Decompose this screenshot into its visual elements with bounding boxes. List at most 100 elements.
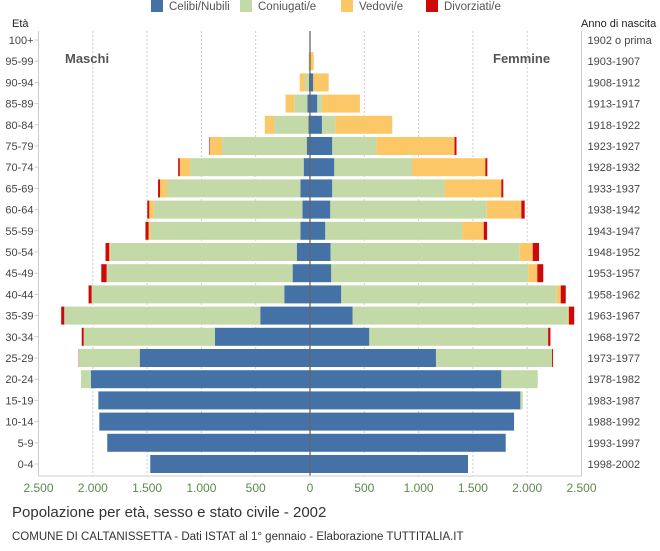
bar-female-celibi [310, 116, 322, 134]
right-axis-title: Anno di nascita [581, 18, 657, 30]
bar-female-celibi [310, 455, 468, 473]
legend-swatch [151, 0, 163, 12]
bar-male-celibi [215, 328, 310, 346]
bar-female-celibi [310, 307, 353, 325]
bar-male-celibi [107, 434, 310, 452]
bar-male-celibi [304, 158, 310, 176]
birth-year-label: 1948-1952 [588, 247, 641, 259]
age-label: 95-99 [5, 56, 33, 68]
x-tick-label: 1.000 [404, 481, 434, 495]
bar-female-vedovi [412, 158, 485, 176]
bar-female-vedovi [322, 95, 360, 113]
bar-male-coniugati [81, 370, 91, 388]
bar-male-divorziati [82, 328, 84, 346]
x-tick-label: 1.500 [132, 481, 162, 495]
bar-female-celibi [310, 201, 330, 219]
bar-female-celibi [310, 413, 514, 431]
birth-year-label: 1943-1947 [588, 226, 641, 238]
birth-year-label: 1953-1957 [588, 268, 641, 280]
age-label: 40-44 [5, 289, 33, 301]
bar-male-coniugati [154, 201, 303, 219]
bar-male-celibi [300, 222, 310, 240]
birth-year-label: 1993-1997 [588, 438, 641, 450]
bar-female-vedovi [377, 137, 455, 155]
bar-male-celibi [150, 455, 310, 473]
bar-female-celibi [310, 95, 317, 113]
bar-male-coniugati [92, 285, 285, 303]
bar-female-celibi [310, 264, 331, 282]
birth-year-label: 1978-1982 [588, 374, 641, 386]
bar-male-divorziati [209, 137, 210, 155]
bar-female-vedovi [520, 243, 533, 261]
legend-label: Celibi/Nubili [169, 1, 230, 13]
bar-female-coniugati [369, 328, 548, 346]
bar-female-celibi [310, 370, 501, 388]
birth-year-label: 1913-1917 [588, 99, 641, 111]
bar-female-coniugati [332, 179, 445, 197]
female-label: Femmine [493, 51, 550, 66]
bar-female-celibi [310, 222, 325, 240]
bar-female-vedovi [462, 222, 483, 240]
bar-female-vedovi [445, 179, 501, 197]
age-label: 60-64 [5, 205, 33, 217]
bar-male-celibi [260, 307, 310, 325]
bar-male-coniugati [64, 307, 260, 325]
bar-male-vedovi [180, 158, 190, 176]
x-tick-label: 0 [307, 481, 314, 495]
x-tick-label: 1.500 [458, 481, 488, 495]
bar-female-divorziati [521, 201, 524, 219]
legend-swatch [240, 0, 252, 12]
bar-female-divorziati [561, 285, 566, 303]
bar-female-coniugati [330, 201, 486, 219]
bar-male-coniugati [107, 264, 293, 282]
birth-year-label: 1918-1922 [588, 120, 641, 132]
age-label: 5-9 [18, 438, 34, 450]
bar-male-coniugati [84, 328, 215, 346]
bar-female-coniugati [325, 222, 462, 240]
bar-male-celibi [302, 201, 310, 219]
legend-label: Vedovi/e [359, 1, 403, 13]
bar-female-celibi [310, 179, 332, 197]
birth-year-label: 1988-1992 [588, 417, 641, 429]
bar-female-divorziati [552, 349, 553, 367]
bar-female-coniugati [353, 307, 568, 325]
age-label: 55-59 [5, 226, 33, 238]
bar-male-vedovi [149, 222, 151, 240]
x-tick-label: 500 [354, 481, 374, 495]
birth-year-label: 1903-1907 [588, 56, 641, 68]
birth-year-label: 1923-1927 [588, 141, 641, 153]
birth-year-label: 1933-1937 [588, 183, 641, 195]
bar-male-vedovi [286, 95, 295, 113]
age-label: 25-29 [5, 353, 33, 365]
bar-male-divorziati [89, 285, 92, 303]
bar-male-coniugati [79, 349, 140, 367]
bar-female-coniugati [436, 349, 552, 367]
bar-male-coniugati [110, 243, 296, 261]
bar-male-celibi [300, 179, 310, 197]
chart-title: Popolazione per età, sesso e stato civil… [12, 504, 326, 521]
age-label: 15-19 [5, 395, 33, 407]
bar-male-celibi [99, 413, 310, 431]
bar-female-vedovi [568, 307, 569, 325]
bar-female-coniugati [501, 370, 537, 388]
bar-female-divorziati [569, 307, 574, 325]
bar-male-vedovi [265, 116, 274, 134]
chart-source: COMUNE DI CALTANISSETTA - Dati ISTAT al … [12, 531, 464, 543]
age-label: 90-94 [5, 77, 33, 89]
x-tick-label: 1.000 [186, 481, 216, 495]
birth-year-label: 1938-1942 [588, 205, 641, 217]
x-tick-label: 2.000 [512, 481, 542, 495]
birth-year-label: 1908-1912 [588, 77, 641, 89]
male-label: Maschi [65, 51, 109, 66]
bar-male-celibi [98, 391, 310, 409]
age-label: 0-4 [18, 459, 34, 471]
birth-year-label: 1963-1967 [588, 311, 641, 323]
bar-male-coniugati [151, 222, 300, 240]
bar-male-coniugati [190, 158, 304, 176]
legend-label: Coniugati/e [258, 1, 316, 13]
bar-female-celibi [310, 349, 436, 367]
age-label: 30-34 [5, 332, 33, 344]
bar-male-divorziati [147, 201, 149, 219]
age-label: 80-84 [5, 120, 33, 132]
